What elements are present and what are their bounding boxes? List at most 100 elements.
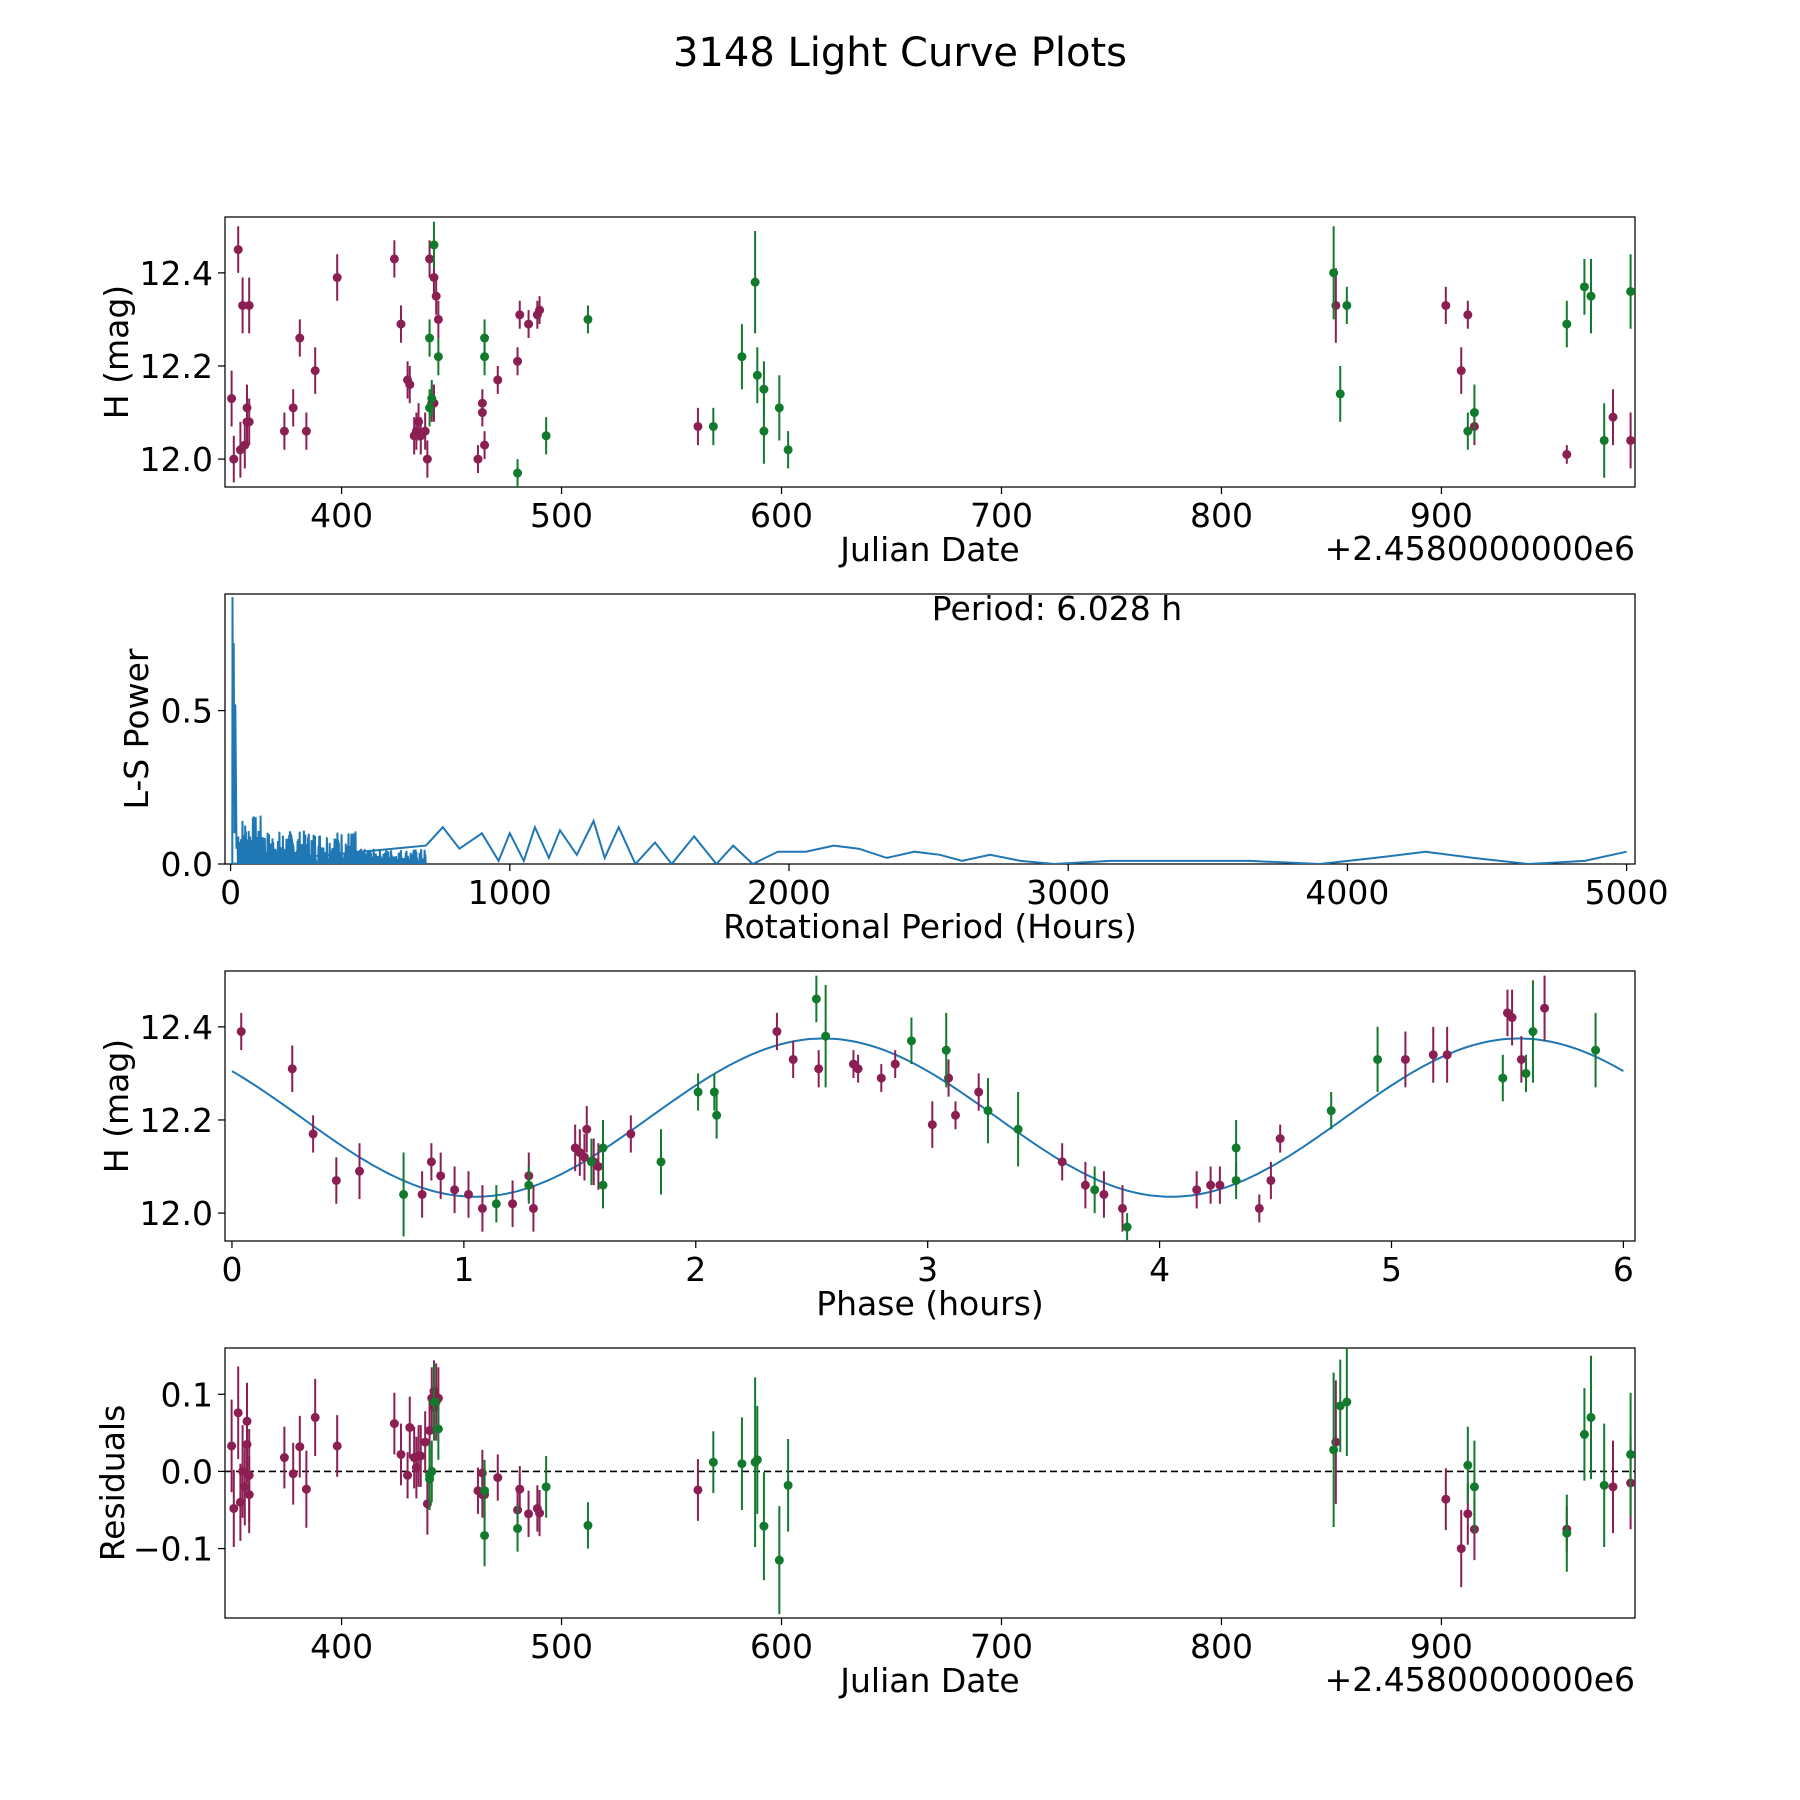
data-point — [1335, 1401, 1345, 1411]
data-point — [515, 310, 525, 320]
data-point — [1626, 1449, 1635, 1459]
figure-title: 3148 Light Curve Plots — [673, 30, 1127, 76]
data-point — [737, 352, 747, 362]
x-tick-label: 700 — [970, 1627, 1033, 1666]
y-tick-label: 12.4 — [140, 1008, 213, 1047]
data-point — [1266, 1175, 1276, 1185]
data-point — [229, 1503, 239, 1513]
data-point — [1562, 319, 1572, 329]
x-tick-label: 2 — [685, 1250, 706, 1289]
data-point — [427, 1466, 437, 1476]
data-point — [425, 333, 435, 343]
data-point — [1231, 1175, 1241, 1185]
period-annotation: Period: 6.028 h — [932, 589, 1182, 628]
data-point — [426, 1157, 436, 1167]
data-point — [1329, 1445, 1339, 1455]
data-point — [1528, 1027, 1538, 1037]
x-tick-label: 1000 — [468, 873, 552, 912]
data-point — [1586, 1412, 1596, 1422]
data-point — [464, 1189, 474, 1199]
data-point — [301, 426, 311, 436]
data-point — [890, 1059, 900, 1069]
x-tick-label: 500 — [530, 1627, 593, 1666]
data-point — [1057, 1157, 1067, 1167]
data-point — [513, 356, 523, 366]
x-axis-label: Julian Date — [838, 1661, 1020, 1700]
data-point — [1608, 1482, 1618, 1492]
data-point — [429, 240, 439, 250]
data-point — [759, 384, 769, 394]
x-tick-label: 0 — [221, 1250, 242, 1289]
data-point — [1626, 286, 1635, 296]
data-point — [1562, 449, 1572, 459]
data-point — [513, 468, 523, 478]
data-point — [579, 1152, 589, 1162]
data-point — [480, 440, 490, 450]
data-points — [231, 975, 1624, 1241]
data-point — [233, 1408, 243, 1418]
data-point — [759, 1521, 769, 1531]
x-tick-label: 3000 — [1026, 873, 1110, 912]
data-point — [626, 1129, 636, 1139]
data-point — [1335, 389, 1345, 399]
x-tick-label: 6 — [1613, 1250, 1634, 1289]
data-point — [389, 1419, 399, 1429]
data-point — [396, 319, 406, 329]
y-axis-ticks: 12.0 12.2 12.4 — [140, 254, 225, 479]
data-point — [1013, 1124, 1023, 1134]
data-point — [712, 1110, 722, 1120]
data-point — [1342, 1397, 1352, 1407]
data-point — [238, 300, 248, 310]
data-point — [783, 445, 793, 455]
data-point — [1599, 1480, 1609, 1490]
x-tick-label: 3 — [917, 1250, 938, 1289]
data-point — [593, 1162, 603, 1172]
data-point — [227, 1441, 237, 1451]
data-point — [524, 1180, 534, 1190]
y-tick-label: 0.1 — [161, 1375, 213, 1414]
data-point — [405, 380, 415, 390]
data-point — [420, 426, 430, 436]
data-point — [1579, 1429, 1589, 1439]
data-point — [433, 1424, 443, 1434]
data-point — [1579, 282, 1589, 292]
panel-phase: 0 1 2 3 4 5 6 12.0 12.2 12.4 Phase (hours) H (ma… — [97, 970, 1636, 1323]
x-axis-ticks: 0 1 2 3 4 5 6 — [221, 1241, 1634, 1289]
data-point — [1373, 1054, 1383, 1064]
data-point — [513, 1524, 523, 1534]
periodogram-line — [230, 597, 1627, 864]
y-axis-ticks: −0.1 0.0 0.1 — [133, 1375, 225, 1569]
data-point — [814, 1064, 824, 1074]
y-tick-label: 0.5 — [161, 692, 213, 731]
data-point — [1463, 426, 1473, 436]
data-point — [310, 366, 320, 376]
data-point — [927, 1120, 937, 1130]
data-point — [301, 1484, 311, 1494]
data-point — [416, 1451, 426, 1461]
data-point — [1507, 1013, 1517, 1023]
data-point — [974, 1087, 984, 1097]
data-point — [450, 1185, 460, 1195]
x-offset-label: +2.4580000000e6 — [1325, 1660, 1635, 1699]
data-point — [598, 1180, 608, 1190]
data-point — [1599, 435, 1609, 445]
x-tick-label: 600 — [750, 496, 813, 535]
data-point — [244, 1490, 254, 1500]
data-point — [227, 394, 237, 404]
data-point — [508, 1199, 518, 1209]
data-point — [244, 300, 254, 310]
data-point — [236, 1027, 246, 1037]
y-tick-label: 0.0 — [161, 1452, 213, 1491]
data-point — [244, 417, 254, 427]
y-tick-label: 12.2 — [140, 347, 213, 386]
y-tick-label: 12.0 — [140, 1194, 213, 1233]
data-point — [535, 305, 545, 315]
data-point — [772, 1027, 782, 1037]
data-point — [433, 352, 443, 362]
x-tick-label: 1 — [453, 1250, 474, 1289]
x-tick-label: 600 — [750, 1627, 813, 1666]
y-axis-ticks: 12.0 12.2 12.4 — [140, 1008, 225, 1233]
data-point — [524, 319, 534, 329]
data-point — [788, 1054, 798, 1064]
